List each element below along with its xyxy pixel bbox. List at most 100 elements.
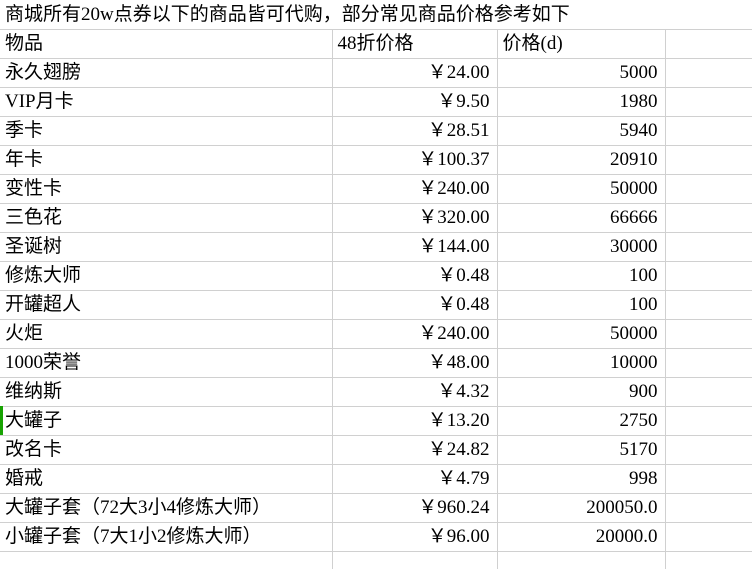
table-row[interactable]: 季卡 ￥28.51 5940 [0, 116, 752, 146]
cell-discount-price[interactable]: ￥13.20 [332, 406, 498, 436]
cell-extra[interactable] [665, 87, 752, 117]
cell-discount-price[interactable]: ￥24.82 [332, 435, 498, 465]
cell-extra[interactable] [665, 493, 752, 523]
cell-discount-price[interactable]: ￥100.37 [332, 145, 498, 175]
table-row[interactable]: 婚戒 ￥4.79 998 [0, 464, 752, 494]
cell-price-d[interactable]: 66666 [497, 203, 666, 233]
table-row[interactable]: 年卡 ￥100.37 20910 [0, 145, 752, 175]
cell-price-d[interactable]: 900 [497, 377, 666, 407]
cell-discount-price[interactable]: ￥96.00 [332, 522, 498, 552]
table-row[interactable]: 永久翅膀 ￥24.00 5000 [0, 58, 752, 88]
cell-price-d[interactable]: 2750 [497, 406, 666, 436]
cell-price-d[interactable]: 30000 [497, 232, 666, 262]
cell-item[interactable]: 变性卡 [0, 174, 333, 204]
column-header-discount-price[interactable]: 48折价格 [332, 29, 498, 59]
cell-extra[interactable] [665, 116, 752, 146]
cell-discount-price[interactable]: ￥0.48 [332, 261, 498, 291]
cell-price-d[interactable]: 50000 [497, 319, 666, 349]
header-row[interactable]: 物品 48折价格 价格(d) [0, 29, 752, 59]
cell-item[interactable]: 婚戒 [0, 464, 333, 494]
cell-extra[interactable] [665, 58, 752, 88]
cell-item[interactable]: 年卡 [0, 145, 333, 175]
cell-item[interactable]: 季卡 [0, 116, 333, 146]
cell-extra[interactable] [665, 464, 752, 494]
cell-item[interactable]: 改名卡 [0, 435, 333, 465]
cell-discount-price[interactable]: ￥28.51 [332, 116, 498, 146]
cell-extra[interactable] [665, 145, 752, 175]
cell-price-d[interactable]: 5170 [497, 435, 666, 465]
cell-price-d[interactable]: 5000 [497, 58, 666, 88]
table-row[interactable]: 三色花 ￥320.00 66666 [0, 203, 752, 233]
cell-discount-price[interactable]: ￥4.32 [332, 377, 498, 407]
cell-discount-price[interactable] [332, 551, 498, 569]
cell-price-d[interactable]: 50000 [497, 174, 666, 204]
title-row[interactable]: 商城所有20w点券以下的商品皆可代购，部分常见商品价格参考如下 [0, 0, 752, 30]
cell-extra[interactable] [665, 348, 752, 378]
table-row[interactable]: 修炼大师 ￥0.48 100 [0, 261, 752, 291]
table-row[interactable]: 1000荣誉 ￥48.00 10000 [0, 348, 752, 378]
cell-price-d[interactable]: 200050.0 [497, 493, 666, 523]
table-row[interactable]: 火炬 ￥240.00 50000 [0, 319, 752, 349]
cell-price-d[interactable]: 998 [497, 464, 666, 494]
table-row[interactable]: 维纳斯 ￥4.32 900 [0, 377, 752, 407]
column-header-extra[interactable] [665, 29, 752, 59]
cell-item[interactable] [0, 551, 333, 569]
cell-price-d[interactable] [497, 551, 666, 569]
cell-item[interactable]: 开罐超人 [0, 290, 333, 320]
cell-discount-price[interactable]: ￥9.50 [332, 87, 498, 117]
table-row[interactable]: 圣诞树 ￥144.00 30000 [0, 232, 752, 262]
cell-discount-price[interactable]: ￥320.00 [332, 203, 498, 233]
column-header-item[interactable]: 物品 [0, 29, 333, 59]
table-row[interactable]: 变性卡 ￥240.00 50000 [0, 174, 752, 204]
cell-extra[interactable] [665, 435, 752, 465]
cell-extra[interactable] [665, 551, 752, 569]
cell-extra[interactable] [665, 319, 752, 349]
cell-item[interactable]: 修炼大师 [0, 261, 333, 291]
table-row[interactable]: 大罐子套（72大3小4修炼大师） ￥960.24 200050.0 [0, 493, 752, 523]
table-row[interactable]: 改名卡 ￥24.82 5170 [0, 435, 752, 465]
cell-extra[interactable] [665, 522, 752, 552]
cell-price-d[interactable]: 100 [497, 261, 666, 291]
cell-discount-price[interactable]: ￥4.79 [332, 464, 498, 494]
cell-price-d[interactable]: 100 [497, 290, 666, 320]
cell-extra[interactable] [665, 377, 752, 407]
cell-extra[interactable] [665, 261, 752, 291]
cell-extra[interactable] [665, 232, 752, 262]
cell-price-d[interactable]: 1980 [497, 87, 666, 117]
cell-discount-price[interactable]: ￥0.48 [332, 290, 498, 320]
cell-discount-price[interactable]: ￥960.24 [332, 493, 498, 523]
cell-discount-price[interactable]: ￥24.00 [332, 58, 498, 88]
cell-item[interactable]: 三色花 [0, 203, 333, 233]
table-row[interactable]: VIP月卡 ￥9.50 1980 [0, 87, 752, 117]
cell-discount-price[interactable]: ￥240.00 [332, 319, 498, 349]
cell-item[interactable]: 大罐子 [0, 406, 333, 436]
table-row[interactable]: 大罐子 ￥13.20 2750 [0, 406, 752, 436]
cell-price-d[interactable]: 10000 [497, 348, 666, 378]
cell-item[interactable]: 永久翅膀 [0, 58, 333, 88]
cell-extra[interactable] [665, 203, 752, 233]
cell-item[interactable]: 圣诞树 [0, 232, 333, 262]
cell-discount-price[interactable]: ￥240.00 [332, 174, 498, 204]
cell-item[interactable]: 火炬 [0, 319, 333, 349]
cell-extra[interactable] [665, 290, 752, 320]
cell-item[interactable]: 大罐子套（72大3小4修炼大师） [0, 493, 333, 523]
cell-item[interactable]: 1000荣誉 [0, 348, 333, 378]
empty-row[interactable] [0, 551, 752, 569]
cell-item[interactable]: 维纳斯 [0, 377, 333, 407]
cell-discount-price[interactable]: ￥48.00 [332, 348, 498, 378]
table-row[interactable]: 开罐超人 ￥0.48 100 [0, 290, 752, 320]
cell-item[interactable]: VIP月卡 [0, 87, 333, 117]
cell-item[interactable]: 小罐子套（7大1小2修炼大师） [0, 522, 333, 552]
cell-extra[interactable] [665, 174, 752, 204]
column-header-price-d[interactable]: 价格(d) [497, 29, 666, 59]
sheet-title: 商城所有20w点券以下的商品皆可代购，部分常见商品价格参考如下 [0, 0, 752, 30]
table-row[interactable]: 小罐子套（7大1小2修炼大师） ￥96.00 20000.0 [0, 522, 752, 552]
cell-price-d[interactable]: 20000.0 [497, 522, 666, 552]
cell-discount-price[interactable]: ￥144.00 [332, 232, 498, 262]
cell-extra[interactable] [665, 406, 752, 436]
cell-price-d[interactable]: 20910 [497, 145, 666, 175]
cell-price-d[interactable]: 5940 [497, 116, 666, 146]
